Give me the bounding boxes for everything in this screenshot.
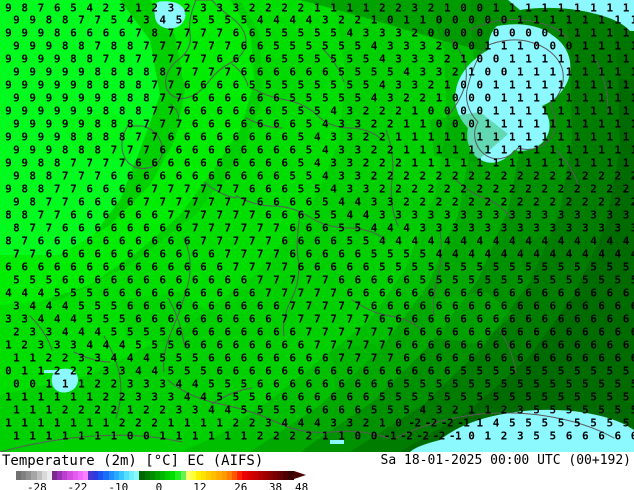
colorbar-swatch-7 — [51, 471, 58, 480]
cold-lake-inland — [51, 368, 78, 393]
colorbar-swatch-27 — [154, 471, 160, 480]
colorbar[interactable]: -28 -22 -10 0 12 26 38 48 — [16, 471, 308, 490]
footer-bar: Temperature (2m) [°C] EC (AIFS) Sa 18-01… — [0, 452, 634, 490]
band-6c-central — [0, 0, 448, 452]
colorbar-tick--28: -28 — [26, 481, 47, 490]
colorbar-swatch-52 — [283, 471, 289, 480]
colorbar-swatch-43 — [237, 471, 243, 480]
colorbar-swatch-14 — [87, 471, 94, 480]
colorbar-gradient — [16, 471, 294, 480]
colorbar-swatch-20 — [118, 471, 124, 480]
valid-time-stamp: Sa 18-01-2025 00:00 UTC (00+192) — [380, 453, 631, 468]
band-1c-northeast — [400, 0, 634, 452]
colorbar-swatch-30 — [170, 471, 176, 480]
colorbar-swatch-11 — [72, 471, 78, 480]
colorbar-tick-labels: -28 -22 -10 0 12 26 38 48 — [16, 481, 309, 490]
colorbar-swatch-45 — [247, 471, 253, 480]
temperature-field — [0, 0, 634, 452]
colorbar-swatch-44 — [242, 471, 248, 480]
colorbar-swatch-42 — [231, 471, 238, 480]
colorbar-swatch-35 — [195, 471, 202, 480]
colorbar-tick-12: 12 — [193, 481, 207, 490]
colorbar-tick-48: 48 — [295, 481, 309, 490]
colorbar-swatch-21 — [123, 471, 130, 480]
colorbar-swatch-0 — [16, 471, 22, 480]
colorbar-swatch-32 — [180, 471, 186, 480]
colorbar-swatch-40 — [221, 471, 227, 480]
band-9c-atlantic — [0, 0, 160, 275]
colorbar-swatch-5 — [41, 471, 47, 480]
cold-pool-north-edge — [508, 0, 634, 31]
colorbar-swatch-24 — [139, 471, 145, 480]
colorbar-swatch-33 — [185, 471, 191, 480]
colorbar-swatch-16 — [98, 471, 104, 480]
colorbar-swatch-46 — [252, 471, 258, 480]
colorbar-swatch-50 — [273, 471, 279, 480]
colorbar-swatch-4 — [36, 471, 42, 480]
colorbar-swatch-34 — [190, 471, 196, 480]
cold-lake-inlet — [44, 370, 58, 373]
colorbar-swatch-13 — [82, 471, 88, 480]
colorbar-swatch-19 — [113, 471, 119, 480]
colorbar-swatch-3 — [31, 471, 37, 480]
colorbar-swatch-26 — [149, 471, 155, 480]
colorbar-swatch-38 — [211, 471, 217, 480]
colorbar-swatch-17 — [103, 471, 109, 480]
cold-sliver-south — [330, 440, 344, 444]
colorbar-arrow-icon — [294, 471, 306, 479]
colorbar-swatch-6 — [46, 471, 52, 480]
colorbar-swatch-31 — [175, 471, 181, 480]
colorbar-tick-26: 26 — [234, 481, 248, 490]
colorbar-tick--10: -10 — [108, 481, 129, 490]
colorbar-tick-38: 38 — [268, 481, 283, 490]
colorbar-swatch-10 — [67, 471, 73, 480]
colorbar-tick--22: -22 — [67, 481, 88, 490]
colorbar-swatch-36 — [201, 471, 207, 480]
colorbar-swatch-49 — [267, 471, 274, 480]
colorbar-swatch-22 — [129, 471, 135, 480]
colorbar-swatch-51 — [278, 471, 284, 480]
colorbar-swatch-48 — [262, 471, 268, 480]
colorbar-swatch-53 — [288, 471, 294, 480]
colorbar-swatch-47 — [257, 471, 263, 480]
colorbar-swatch-23 — [134, 471, 140, 480]
colorbar-swatch-15 — [93, 471, 99, 480]
colorbar-swatch-25 — [144, 471, 150, 480]
product-title: Temperature (2m) [°C] EC (AIFS) — [2, 453, 264, 469]
colorbar-swatch-1 — [21, 471, 27, 480]
colorbar-swatch-2 — [26, 471, 32, 480]
colorbar-swatch-8 — [57, 471, 63, 480]
colorbar-swatch-41 — [226, 471, 232, 480]
colorbar-swatch-28 — [159, 471, 166, 480]
colorbar-swatch-29 — [165, 471, 171, 480]
colorbar-swatch-37 — [206, 471, 212, 480]
colorbar-swatch-12 — [77, 471, 83, 480]
colorbar-swatch-18 — [108, 471, 114, 480]
colorbar-swatch-39 — [216, 471, 222, 480]
colorbar-tick-0: 0 — [155, 481, 163, 490]
colorbar-swatch-9 — [62, 471, 68, 480]
